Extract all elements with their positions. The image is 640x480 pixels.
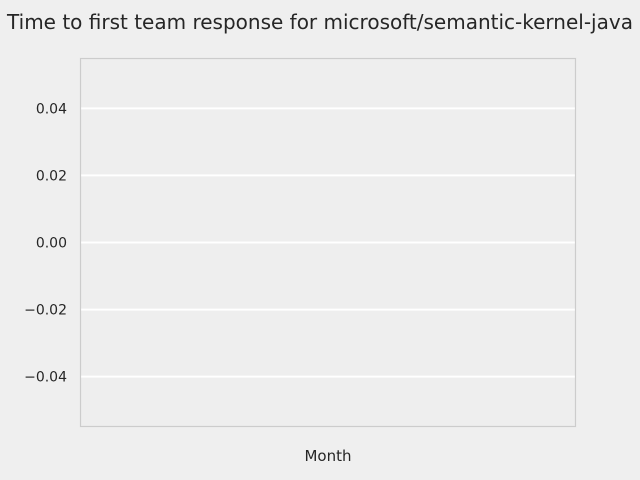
x-axis-label: Month (304, 447, 352, 465)
y-tick-label: −0.04 (24, 370, 67, 386)
y-tick-label: 0.04 (36, 101, 67, 117)
y-tick-label: 0.00 (36, 236, 67, 252)
chart-title: Time to first team response for microsof… (7, 10, 633, 34)
axes-frame (79, 57, 577, 428)
y-axis-ticks: 0.04 0.02 0.00 −0.02 −0.04 (24, 101, 67, 385)
y-tick-label: −0.02 (24, 303, 67, 319)
y-tick-label: 0.02 (36, 168, 67, 184)
grid-lines (80, 107, 576, 378)
